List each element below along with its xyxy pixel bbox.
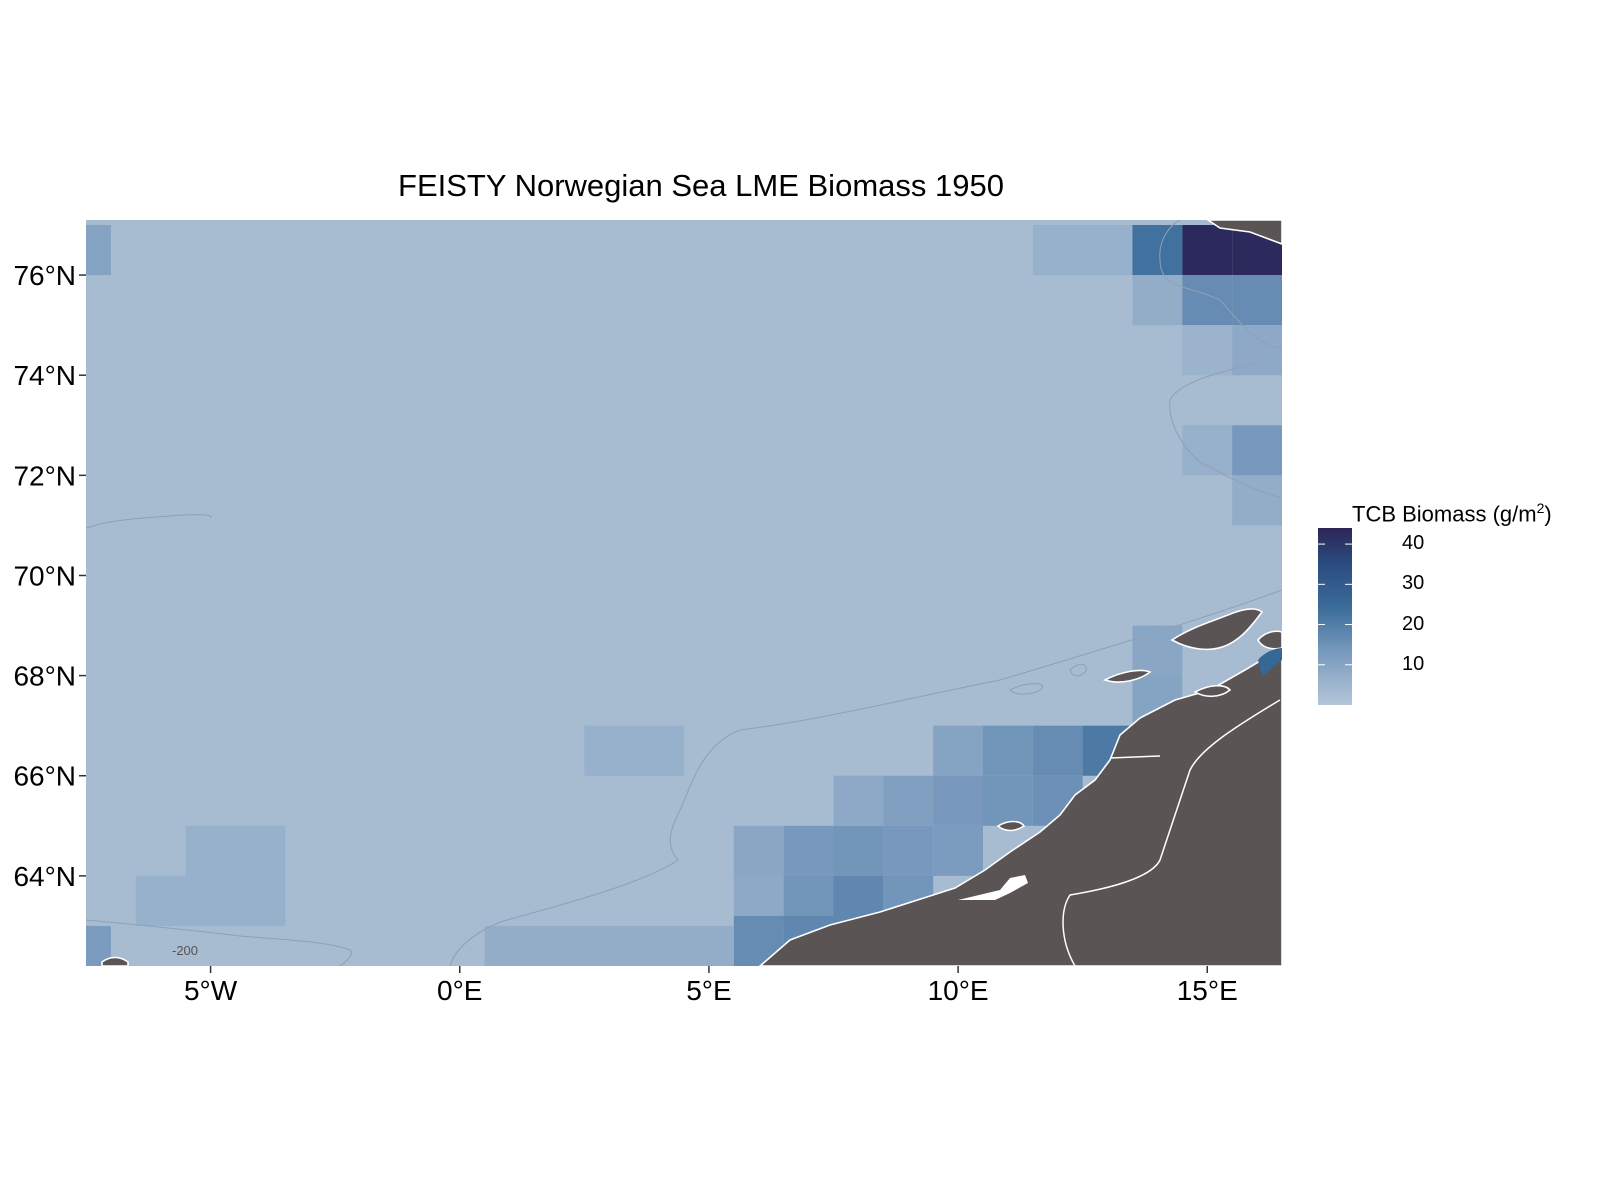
- biomass-cell: [584, 925, 635, 966]
- legend-ticks: [1318, 543, 1352, 666]
- biomass-cell: [484, 925, 535, 966]
- island: [1193, 684, 1232, 698]
- biomass-cell: [733, 825, 784, 876]
- y-tick-label: 72°N: [13, 460, 76, 491]
- biomass-cell: [634, 725, 684, 776]
- depth-contours: [86, 220, 1282, 966]
- legend-title-text: TCB Biomass (g/m: [1352, 501, 1537, 527]
- legend-colorbar: [1318, 528, 1352, 705]
- biomass-cell: [833, 825, 884, 876]
- biomass-cell: [1182, 225, 1233, 276]
- biomass-cell: [1132, 275, 1183, 326]
- contour-line: [1169, 361, 1282, 499]
- biomass-cell: [584, 725, 635, 776]
- biomass-cell: [1032, 725, 1083, 776]
- biomass-cell: [1182, 275, 1233, 326]
- biomass-cell: [1032, 225, 1083, 276]
- y-tick-label: 74°N: [13, 360, 76, 391]
- biomass-cell: [235, 875, 286, 926]
- contour-line: [449, 589, 1282, 966]
- island: [1102, 669, 1152, 683]
- biomass-cell: [235, 825, 286, 876]
- biomass-grid: [86, 225, 1282, 966]
- x-tick-label: 0°E: [437, 975, 482, 1006]
- biomass-cell: [933, 775, 983, 826]
- contour-line: [1009, 683, 1043, 695]
- biomass-cell: [634, 925, 684, 966]
- biomass-cell: [933, 725, 983, 776]
- biomass-cell: [534, 925, 585, 966]
- y-tick-label: 66°N: [13, 761, 76, 792]
- svalbard-land: [1206, 220, 1282, 245]
- contour-line: [1069, 663, 1087, 677]
- x-axis: 5°W 0°E 5°E 10°E 15°E: [184, 966, 1238, 1006]
- map-panel: -200: [86, 220, 1282, 966]
- x-tick-label: 10°E: [928, 975, 989, 1006]
- biomass-cell: [684, 925, 734, 966]
- island: [1257, 630, 1282, 650]
- x-tick-label: 5°E: [686, 975, 731, 1006]
- biomass-cell: [1232, 425, 1282, 476]
- legend-tick-label: 30: [1402, 572, 1425, 595]
- land: [101, 220, 1282, 966]
- legend-title-close: ): [1544, 501, 1552, 527]
- chart-title: FEISTY Norwegian Sea LME Biomass 1950: [398, 168, 1004, 203]
- biomass-cell: [1182, 425, 1233, 476]
- biomass-cell: [1232, 475, 1282, 526]
- legend-title: TCB Biomass (g/m2): [1352, 500, 1552, 527]
- biomass-cell: [1232, 275, 1282, 326]
- biomass-cell: [185, 825, 236, 876]
- legend-title-superscript: 2: [1536, 500, 1545, 516]
- biomass-cell: [1132, 225, 1183, 276]
- faroe-island: [101, 956, 129, 966]
- y-axis: 76°N 74°N 72°N 70°N 68°N 66°N 64°N: [13, 260, 86, 892]
- norway-mainland: [758, 638, 1282, 966]
- legend-tick-label: 10: [1402, 652, 1425, 675]
- biomass-cell: [883, 775, 934, 826]
- legend-tick-label: 40: [1402, 532, 1425, 555]
- border-line: [1062, 699, 1281, 966]
- contour-line: [86, 919, 352, 966]
- y-tick-label: 68°N: [13, 661, 76, 692]
- biomass-cell: [833, 775, 884, 826]
- biomass-cell: [983, 775, 1033, 826]
- y-tick-label: 76°N: [13, 260, 76, 291]
- biomass-cell: [983, 725, 1033, 776]
- biomass-cell: [783, 825, 834, 876]
- biomass-cell: [185, 875, 236, 926]
- island: [996, 820, 1026, 832]
- biomass-cell: [86, 225, 111, 276]
- island: [1170, 608, 1264, 651]
- x-tick-label: 15°E: [1177, 975, 1238, 1006]
- biomass-cell: [86, 925, 111, 966]
- y-tick-label: 70°N: [13, 560, 76, 591]
- fjord-white: [958, 875, 1028, 900]
- contour-label: -200: [172, 943, 198, 958]
- contour-line: [86, 514, 212, 529]
- fjord-cell: [1258, 648, 1282, 676]
- y-tick-label: 64°N: [13, 861, 76, 892]
- contour-line: [1159, 220, 1282, 349]
- legend-tick-label: 20: [1402, 612, 1425, 635]
- x-tick-label: 5°W: [184, 975, 238, 1006]
- biomass-cell: [933, 825, 983, 876]
- biomass-cell: [135, 875, 186, 926]
- biomass-cell: [1132, 625, 1183, 676]
- biomass-cell: [1182, 325, 1233, 376]
- biomass-cell: [883, 825, 934, 876]
- biomass-cell: [1082, 225, 1133, 276]
